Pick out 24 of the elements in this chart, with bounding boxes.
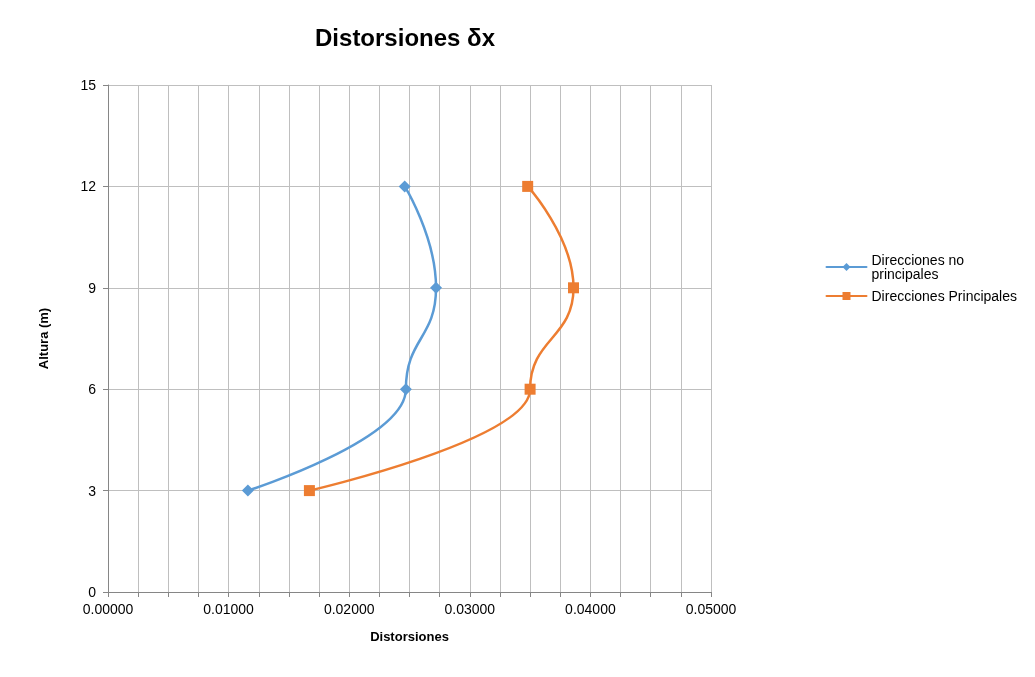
point — [398, 180, 411, 193]
legend-label: Direcciones no principales — [871, 252, 968, 282]
x-axis-title: Distorsiones — [370, 629, 449, 644]
y-axis-title: Altura (m) — [36, 307, 51, 370]
x-tick-label: 0.05000 — [685, 601, 737, 617]
legend-label: Direcciones Principales — [871, 288, 1018, 304]
x-tick-label: 0.02000 — [323, 601, 375, 617]
chart-title: Distorsiones δx — [315, 23, 496, 51]
x-tick-label: 0.03000 — [444, 601, 496, 617]
y-tick-label: 3 — [88, 482, 97, 499]
y-tick-label: 12 — [80, 178, 97, 195]
y-tick-label: 0 — [88, 584, 97, 600]
y-tick-label: 15 — [80, 77, 97, 93]
x-tick-label: 0.00000 — [82, 601, 134, 617]
y-tick-label: 6 — [88, 381, 97, 398]
point — [241, 484, 254, 497]
point — [303, 485, 315, 497]
y-tick-label: 9 — [88, 279, 97, 296]
x-tick-label: 0.04000 — [565, 601, 616, 617]
point — [522, 180, 534, 192]
point — [568, 282, 580, 294]
x-tick-label: 0.01000 — [203, 601, 255, 617]
point — [399, 383, 412, 396]
point — [524, 383, 536, 395]
